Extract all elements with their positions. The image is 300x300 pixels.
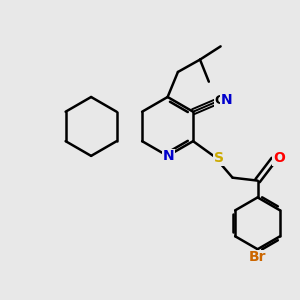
Text: Br: Br: [249, 250, 266, 265]
Text: N: N: [162, 149, 174, 164]
Text: S: S: [214, 151, 224, 165]
Text: C: C: [214, 94, 224, 107]
Text: N: N: [221, 93, 233, 107]
Text: O: O: [273, 151, 285, 165]
